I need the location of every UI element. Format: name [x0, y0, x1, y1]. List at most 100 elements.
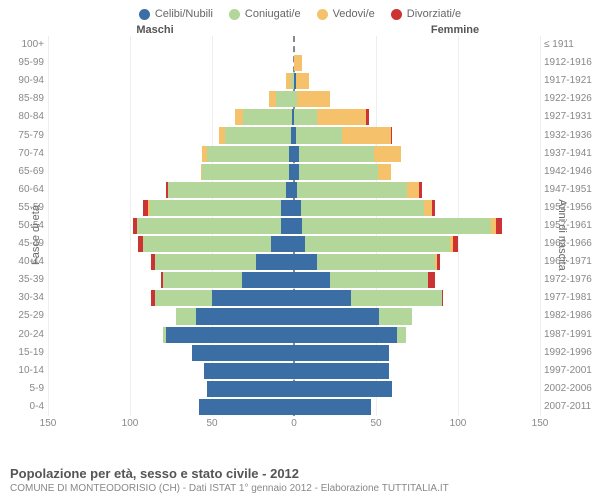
segment [166, 327, 294, 343]
x-tick: 50 [370, 418, 381, 429]
bar-female [294, 308, 540, 324]
segment [202, 164, 289, 180]
segment [294, 272, 330, 288]
legend-label: Divorziati/e [407, 8, 461, 20]
y-tick-age: 10-14 [0, 366, 48, 376]
y-tick-age: 90-94 [0, 76, 48, 86]
segment [442, 290, 444, 306]
segment [294, 254, 317, 270]
bar-male [48, 290, 294, 306]
segment [294, 308, 379, 324]
segment [294, 218, 302, 234]
y-tick-age: 60-64 [0, 185, 48, 195]
pyramid-row [48, 199, 540, 217]
pyramid-row [48, 326, 540, 344]
segment [212, 290, 294, 306]
bar-male [48, 109, 294, 125]
y-tick-birth: 1972-1976 [540, 275, 600, 285]
bar-female [294, 381, 540, 397]
pyramid-row [48, 235, 540, 253]
segment [294, 236, 305, 252]
y-tick-age: 20-24 [0, 330, 48, 340]
y-tick-age: 80-84 [0, 112, 48, 122]
y-tick-birth: 1932-1936 [540, 131, 600, 141]
bar-male [48, 218, 294, 234]
legend-swatch [229, 9, 240, 20]
segment [378, 164, 391, 180]
y-tick-age: 0-4 [0, 402, 48, 412]
segment [299, 146, 374, 162]
chart-area: Fasce di età Anni di nascita 100+95-9990… [0, 36, 600, 434]
segment [391, 127, 393, 143]
pyramid-row [48, 72, 540, 90]
pyramid-row [48, 289, 540, 307]
segment [432, 200, 435, 216]
y-tick-birth: 1952-1956 [540, 203, 600, 213]
segment [281, 218, 294, 234]
footer-subtitle: COMUNE DI MONTEODORISIO (CH) - Dati ISTA… [10, 483, 590, 494]
segment [294, 55, 302, 71]
segment [342, 127, 391, 143]
footer: Popolazione per età, sesso e stato civil… [10, 466, 590, 494]
bar-female [294, 363, 540, 379]
legend-label: Coniugati/e [245, 8, 301, 20]
y-tick-age: 65-69 [0, 167, 48, 177]
bar-male [48, 73, 294, 89]
bar-male [48, 200, 294, 216]
bar-male [48, 363, 294, 379]
y-tick-birth: 1937-1941 [540, 149, 600, 159]
segment [453, 236, 458, 252]
bar-female [294, 290, 540, 306]
segment [374, 146, 400, 162]
y-tick-birth: 1982-1986 [540, 311, 600, 321]
x-tick: 150 [40, 418, 57, 429]
pyramid-row [48, 163, 540, 181]
segment [281, 200, 294, 216]
segment [424, 200, 432, 216]
y-tick-birth: 1992-1996 [540, 348, 600, 358]
segment [294, 399, 371, 415]
segment [294, 345, 389, 361]
bar-female [294, 218, 540, 234]
bar-male [48, 164, 294, 180]
y-tick-birth: 1962-1966 [540, 239, 600, 249]
bar-female [294, 146, 540, 162]
segment [407, 182, 418, 198]
segment [192, 345, 294, 361]
x-tick: 0 [291, 418, 297, 429]
segment [330, 272, 428, 288]
segment [276, 91, 294, 107]
legend-item: Divorziati/e [391, 8, 461, 20]
bar-male [48, 127, 294, 143]
y-tick-age: 15-19 [0, 348, 48, 358]
pyramid-row [48, 307, 540, 325]
bar-male [48, 399, 294, 415]
segment [294, 363, 389, 379]
segment [168, 182, 286, 198]
y-tick-age: 30-34 [0, 293, 48, 303]
bar-male [48, 146, 294, 162]
segment [155, 254, 257, 270]
segment [150, 200, 281, 216]
bar-female [294, 272, 540, 288]
segment [137, 218, 281, 234]
segment [207, 381, 294, 397]
pyramid-row [48, 36, 540, 54]
y-tick-age: 50-54 [0, 221, 48, 231]
legend-label: Vedovi/e [333, 8, 375, 20]
legend: Celibi/NubiliConiugati/eVedovi/eDivorzia… [0, 0, 600, 24]
segment [299, 164, 378, 180]
y-tick-age: 45-49 [0, 239, 48, 249]
y-tick-age: 70-74 [0, 149, 48, 159]
segment [296, 73, 309, 89]
y-tick-birth: 1927-1931 [540, 112, 600, 122]
segment [207, 146, 289, 162]
segment [301, 200, 424, 216]
y-tick-age: 40-44 [0, 257, 48, 267]
bar-male [48, 381, 294, 397]
bar-female [294, 200, 540, 216]
y-tick-birth: 1967-1971 [540, 257, 600, 267]
pyramid-row [48, 380, 540, 398]
x-tick: 50 [206, 418, 217, 429]
bar-male [48, 345, 294, 361]
